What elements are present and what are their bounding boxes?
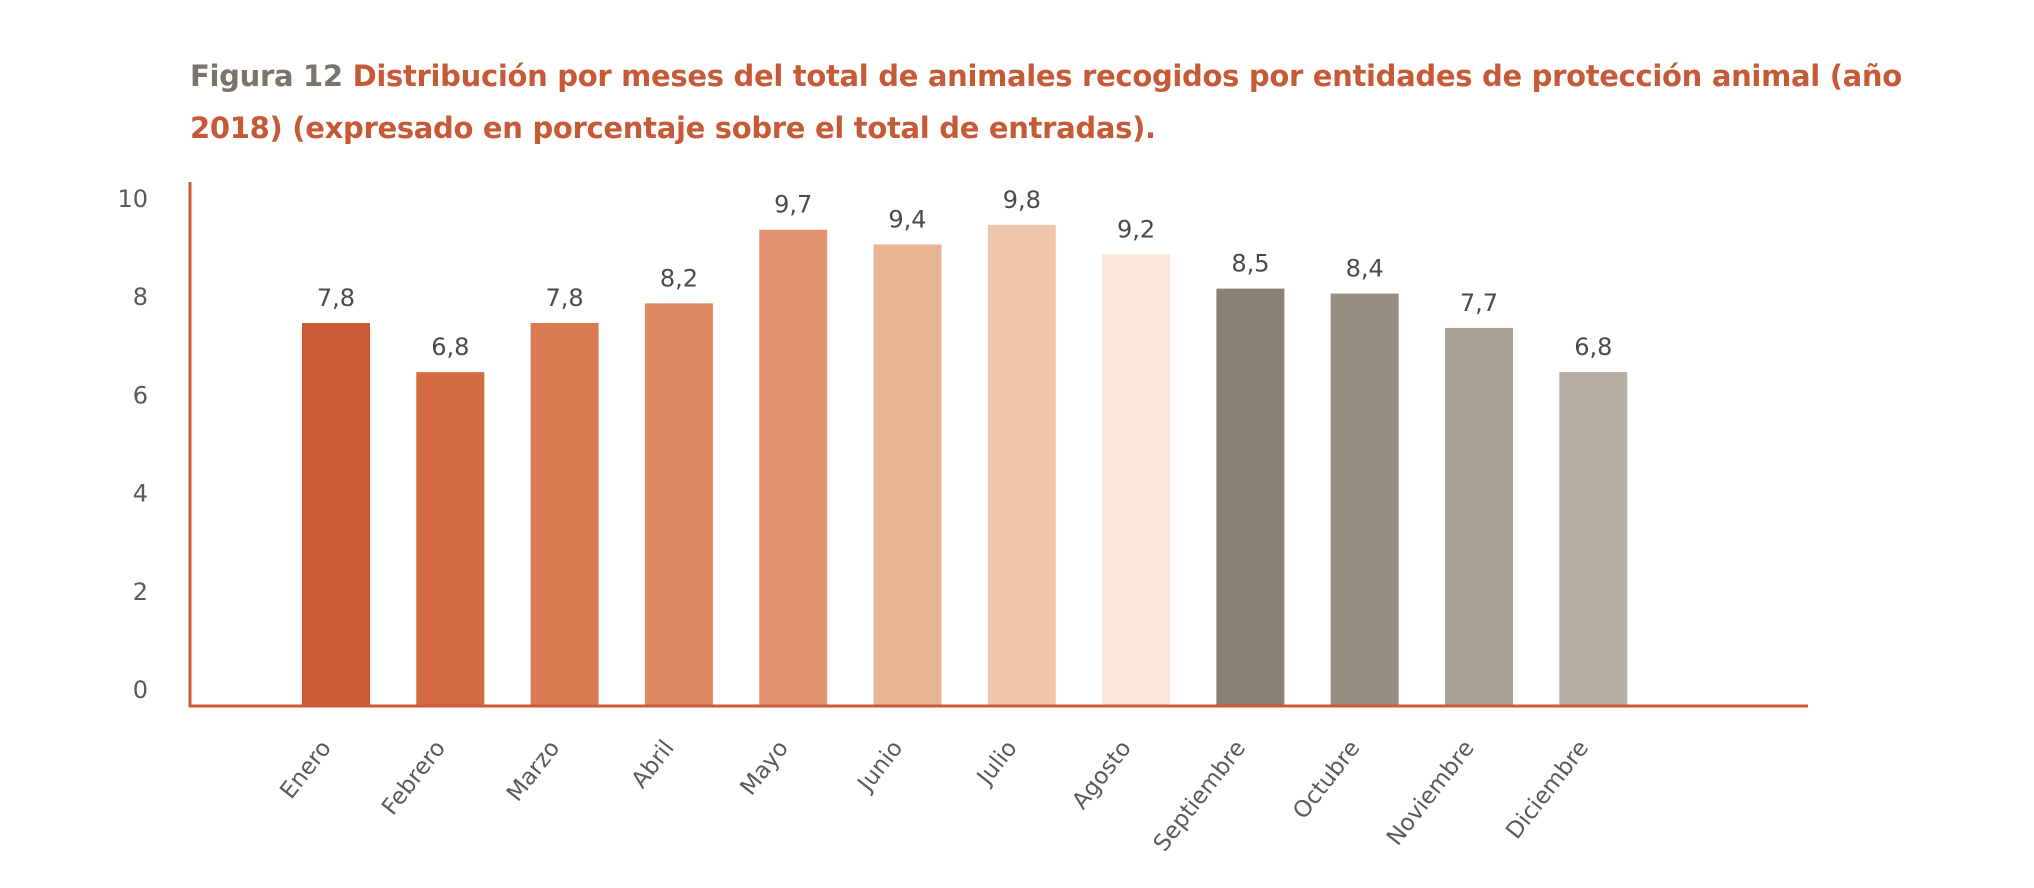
data-label: 8,5 — [1231, 250, 1269, 278]
bar — [1102, 254, 1171, 706]
data-label: 7,7 — [1460, 289, 1498, 317]
y-tick-label: 0 — [133, 676, 148, 704]
data-label: 9,8 — [1003, 186, 1041, 214]
chart-title: Figura 12 Distribución por meses del tot… — [190, 50, 1910, 154]
data-label: 6,8 — [1574, 333, 1612, 361]
y-tick-label: 6 — [133, 381, 148, 409]
x-tick-label: Abril — [627, 736, 680, 793]
x-axis-labels: Enero Febrero Marzo Abril Mayo Junio Julio Agos… — [275, 736, 1594, 857]
data-label: 8,4 — [1346, 255, 1384, 283]
bar — [302, 323, 370, 706]
x-tick-label: Marzo — [502, 736, 565, 807]
y-tick-label: 4 — [133, 480, 148, 508]
bar — [1445, 327, 1513, 706]
data-label: 9,7 — [774, 191, 812, 219]
data-label: 7,8 — [546, 284, 584, 312]
value-labels: 7,8 6,8 7,8 8,2 9,7 9,4 9,8 9,2 8,5 8,4 7,7 6,8 — [317, 186, 1612, 361]
x-tick-label: Diciembre — [1501, 736, 1594, 845]
x-tick-label: Febrero — [377, 736, 451, 820]
y-axis-ticks: 0 2 4 6 8 10 — [117, 185, 148, 704]
x-tick-label: Julio — [971, 736, 1022, 792]
bar — [873, 244, 942, 706]
bar — [759, 229, 828, 707]
bar — [530, 323, 599, 706]
x-tick-label: Enero — [275, 736, 336, 804]
data-label: 6,8 — [431, 333, 469, 361]
x-tick-label: Septiembre — [1149, 736, 1251, 857]
x-tick-label: Noviembre — [1382, 736, 1480, 851]
x-tick-label: Octubre — [1288, 736, 1365, 825]
x-tick-label: Agosto — [1067, 736, 1136, 815]
y-tick-label: 8 — [133, 283, 148, 311]
y-tick-label: 2 — [133, 578, 148, 606]
bar — [644, 303, 713, 706]
bar — [987, 224, 1056, 706]
bar — [1216, 288, 1285, 706]
title-text: Distribución por meses del total de anim… — [190, 59, 1902, 145]
figure-number: Figura 12 — [190, 59, 343, 93]
bars — [302, 224, 1628, 707]
y-tick-label: 10 — [117, 185, 148, 213]
data-label: 7,8 — [317, 284, 355, 312]
data-label: 9,2 — [1117, 215, 1155, 243]
data-label: 8,2 — [660, 264, 698, 292]
x-tick-label: Mayo — [735, 736, 793, 801]
x-tick-label: Junio — [852, 736, 908, 798]
bar — [1330, 293, 1399, 706]
bar — [416, 372, 485, 706]
data-label: 9,4 — [888, 205, 926, 233]
bar — [1559, 372, 1628, 706]
